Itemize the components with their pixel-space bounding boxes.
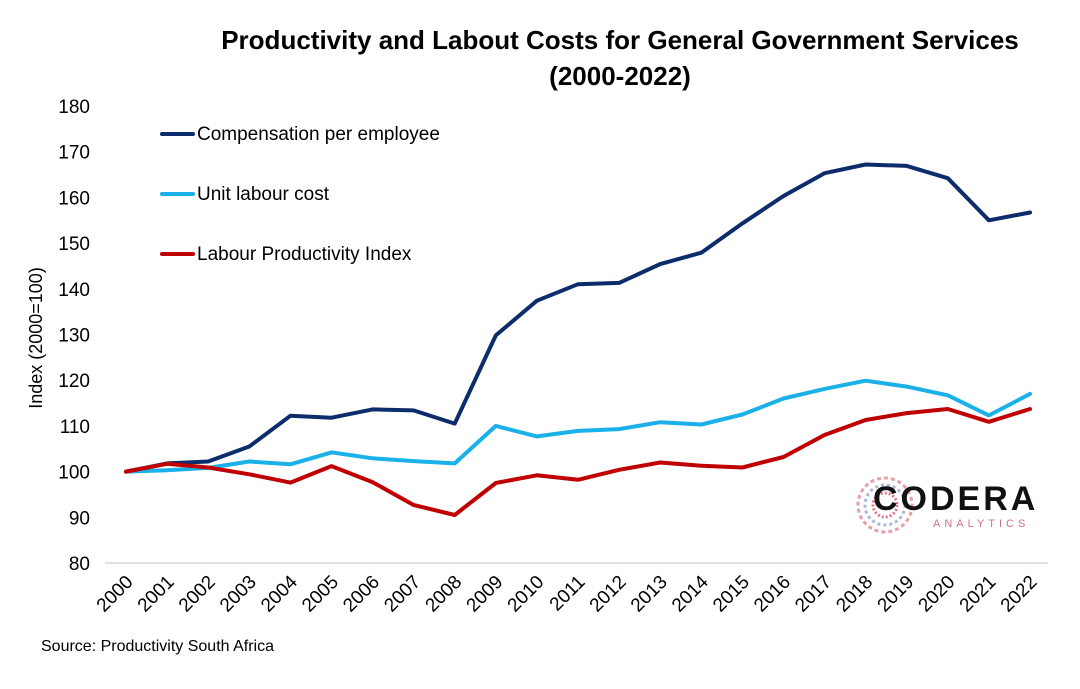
legend-label: Compensation per employee: [197, 124, 440, 145]
y-axis-label: Index (2000=100): [26, 267, 46, 409]
series-line: [124, 378, 1032, 474]
chart-title-line1: Productivity and Labout Costs for Genera…: [221, 25, 1019, 55]
logo-globe-icon: [856, 476, 914, 534]
logo-wordmark: CODERA: [873, 480, 1039, 518]
y-tick-label: 110: [60, 417, 90, 438]
y-tick-label: 120: [58, 371, 90, 392]
codera-logo: CODERA ANALYTICS: [855, 470, 1040, 540]
y-tick-label: 140: [58, 280, 90, 301]
x-tick-label: 2013: [627, 572, 672, 617]
series-lines: [124, 162, 1032, 517]
x-tick-label: 2009: [463, 572, 508, 617]
x-tick-label: 2006: [339, 572, 384, 617]
source-note: Source: Productivity South Africa: [41, 638, 274, 655]
x-tick-label: 2010: [504, 572, 549, 617]
x-tick-label: 2019: [874, 572, 919, 617]
y-tick-label: 80: [69, 554, 90, 575]
x-tick-label: 2011: [546, 572, 590, 616]
y-tick-label: 170: [58, 143, 90, 164]
x-tick-label: 2008: [422, 572, 467, 617]
x-tick-label: 2002: [175, 572, 220, 617]
x-tick-label: 2014: [668, 571, 713, 616]
x-tick-label: 2001: [134, 572, 179, 617]
x-tick-label: 2012: [586, 572, 631, 617]
x-tick-label: 2003: [216, 572, 261, 617]
y-tick-label: 90: [69, 508, 90, 529]
series-line: [124, 407, 1032, 517]
legend: Compensation per employee Unit labour cos…: [160, 124, 440, 265]
x-tick-label: 2016: [750, 572, 795, 617]
y-tick-label: 150: [58, 234, 90, 255]
x-tick-label: 2000: [93, 572, 138, 617]
x-tick-label: 2021: [956, 572, 1001, 617]
chart-title-line2: (2000-2022): [549, 61, 691, 91]
x-tick-label: 2004: [257, 571, 302, 616]
x-tick-label: 2020: [915, 572, 960, 617]
x-tick-label: 2018: [832, 572, 877, 617]
x-axis: 2000200120022003200420052006200720082009…: [93, 562, 1048, 617]
x-tick-label: 2005: [298, 572, 343, 617]
x-tick-label: 2017: [791, 572, 836, 617]
y-axis: 80 90 100 110 120 130 140 150 160 170 180: [58, 97, 90, 575]
y-tick-label: 100: [58, 463, 90, 484]
y-tick-label: 180: [58, 97, 90, 118]
x-tick-label: 2015: [709, 572, 754, 617]
y-tick-label: 130: [58, 326, 90, 347]
legend-label: Labour Productivity Index: [197, 244, 412, 265]
legend-label: Unit labour cost: [197, 184, 330, 205]
series-line: [124, 162, 1032, 474]
y-tick-label: 160: [58, 188, 90, 209]
logo-subtext: ANALYTICS: [933, 518, 1030, 530]
x-tick-label: 2007: [380, 572, 425, 617]
x-tick-label: 2022: [997, 572, 1042, 617]
